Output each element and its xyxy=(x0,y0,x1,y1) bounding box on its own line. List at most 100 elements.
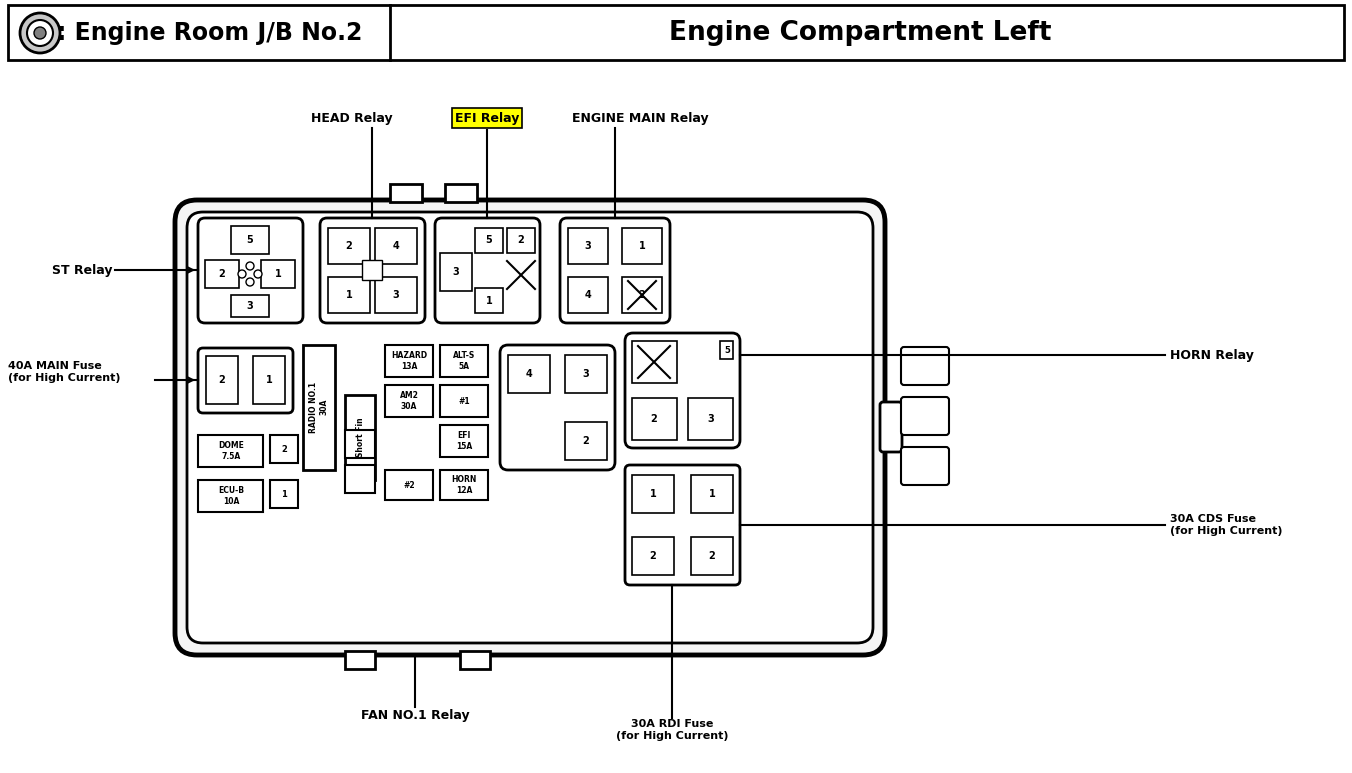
Bar xyxy=(8,5,1344,60)
Bar xyxy=(261,260,295,288)
FancyBboxPatch shape xyxy=(197,218,303,323)
Text: 2: 2 xyxy=(708,551,715,561)
Text: 1: 1 xyxy=(485,296,492,306)
Text: HEAD Relay: HEAD Relay xyxy=(311,111,393,124)
Bar xyxy=(565,422,607,460)
Text: 5: 5 xyxy=(246,235,253,245)
Bar xyxy=(253,356,285,404)
Text: Engine Compartment Left: Engine Compartment Left xyxy=(669,20,1052,46)
Bar xyxy=(385,470,433,500)
Circle shape xyxy=(20,13,59,53)
Text: HORN Relay: HORN Relay xyxy=(1169,349,1253,362)
FancyBboxPatch shape xyxy=(900,347,949,385)
Circle shape xyxy=(254,270,262,278)
FancyBboxPatch shape xyxy=(174,200,886,655)
Bar xyxy=(475,228,503,253)
Text: HORN
12A: HORN 12A xyxy=(452,475,477,495)
Text: 2: 2 xyxy=(346,241,353,251)
Circle shape xyxy=(246,262,254,270)
Bar xyxy=(691,537,733,575)
Bar xyxy=(329,277,370,313)
Bar xyxy=(439,470,488,500)
Circle shape xyxy=(238,270,246,278)
Bar xyxy=(303,345,335,470)
Text: 30A CDS Fuse
(for High Current): 30A CDS Fuse (for High Current) xyxy=(1169,514,1283,536)
Bar xyxy=(231,226,269,254)
Text: 4: 4 xyxy=(526,369,533,379)
Bar xyxy=(622,277,662,313)
FancyBboxPatch shape xyxy=(625,333,740,448)
Bar xyxy=(385,345,433,377)
Text: #1: #1 xyxy=(458,397,469,406)
Text: FAN NO.1 Relay: FAN NO.1 Relay xyxy=(361,709,469,721)
Text: 5: 5 xyxy=(485,235,492,245)
Text: 1: 1 xyxy=(649,489,656,499)
Bar xyxy=(721,341,733,359)
Bar xyxy=(622,228,662,264)
Text: 2: 2 xyxy=(638,290,645,300)
FancyBboxPatch shape xyxy=(880,402,902,452)
Text: 4: 4 xyxy=(392,241,399,251)
Bar xyxy=(345,465,375,493)
Bar xyxy=(362,260,383,280)
Text: 2: 2 xyxy=(219,269,226,279)
Bar xyxy=(270,480,297,508)
Text: 30A RDI Fuse
(for High Current): 30A RDI Fuse (for High Current) xyxy=(615,719,729,741)
Bar xyxy=(345,395,375,480)
Bar xyxy=(460,651,489,669)
Bar xyxy=(439,253,472,291)
Text: HAZARD
13A: HAZARD 13A xyxy=(391,351,427,371)
Text: 2: 2 xyxy=(649,551,656,561)
FancyBboxPatch shape xyxy=(500,345,615,470)
FancyBboxPatch shape xyxy=(187,212,873,643)
FancyBboxPatch shape xyxy=(560,218,671,323)
Text: DOME
7.5A: DOME 7.5A xyxy=(218,441,243,461)
Text: 1: 1 xyxy=(708,489,715,499)
Bar xyxy=(631,475,675,513)
Bar xyxy=(197,480,264,512)
Text: : Engine Room J/B No.2: : Engine Room J/B No.2 xyxy=(57,21,362,45)
Circle shape xyxy=(34,27,46,39)
Bar xyxy=(445,184,477,202)
Bar xyxy=(691,475,733,513)
Bar xyxy=(568,277,608,313)
Circle shape xyxy=(27,20,53,46)
FancyBboxPatch shape xyxy=(900,447,949,485)
Text: ALT-S
5A: ALT-S 5A xyxy=(453,351,475,371)
Bar xyxy=(688,398,733,440)
FancyBboxPatch shape xyxy=(625,465,740,585)
Text: ST Relay: ST Relay xyxy=(51,264,112,277)
Text: ECU-B
10A: ECU-B 10A xyxy=(218,486,243,506)
Bar xyxy=(375,277,416,313)
Bar xyxy=(329,228,370,264)
Bar xyxy=(385,385,433,417)
FancyBboxPatch shape xyxy=(197,348,293,413)
Bar xyxy=(631,341,677,383)
Text: 3: 3 xyxy=(392,290,399,300)
Text: EFI Relay: EFI Relay xyxy=(454,111,519,124)
Text: 2: 2 xyxy=(583,436,589,446)
Text: 3: 3 xyxy=(453,267,460,277)
Text: 2: 2 xyxy=(219,375,226,385)
Text: 3: 3 xyxy=(707,414,714,424)
Text: 1: 1 xyxy=(265,375,272,385)
Text: RADIO NO.1
30A: RADIO NO.1 30A xyxy=(310,381,329,433)
Text: 2: 2 xyxy=(650,414,657,424)
Text: 3: 3 xyxy=(583,369,589,379)
Text: 40A MAIN Fuse
(for High Current): 40A MAIN Fuse (for High Current) xyxy=(8,361,120,383)
Circle shape xyxy=(246,278,254,286)
Bar xyxy=(270,435,297,463)
Bar xyxy=(206,260,239,288)
Bar xyxy=(389,184,422,202)
Text: 4: 4 xyxy=(584,290,591,300)
Text: ENGINE MAIN Relay: ENGINE MAIN Relay xyxy=(572,111,708,124)
Bar xyxy=(508,355,550,393)
Bar xyxy=(345,430,375,458)
Bar xyxy=(565,355,607,393)
Bar xyxy=(507,228,535,253)
Bar xyxy=(345,651,375,669)
FancyBboxPatch shape xyxy=(435,218,539,323)
Bar xyxy=(206,356,238,404)
FancyBboxPatch shape xyxy=(900,397,949,435)
Text: Short Fin: Short Fin xyxy=(356,417,365,457)
